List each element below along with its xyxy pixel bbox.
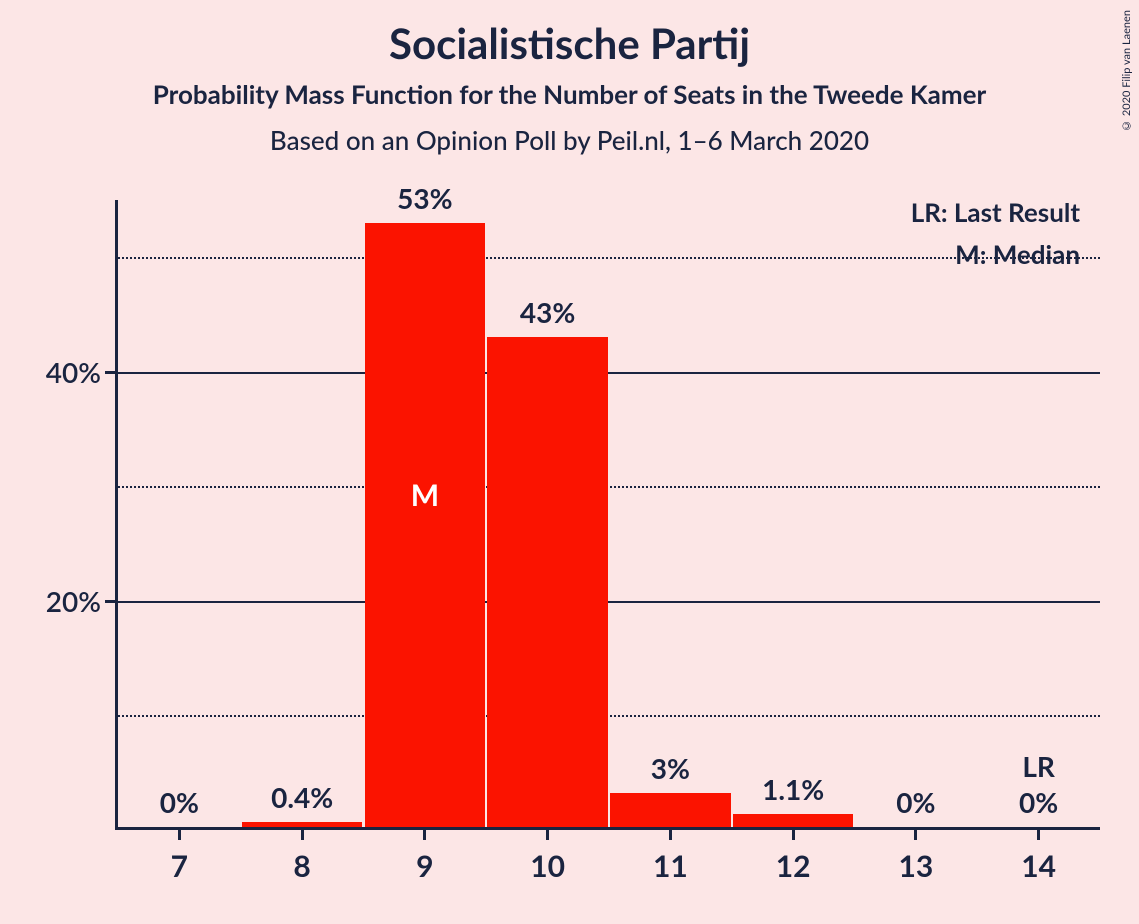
bar: 0.4%	[242, 822, 362, 827]
bar-slot: 1.1%	[732, 200, 855, 827]
y-tick-label: 20%	[46, 584, 101, 618]
bar-value-label: 53%	[397, 181, 452, 215]
bar-slot: 0%LR	[977, 200, 1100, 827]
x-axis-label: 14	[977, 848, 1100, 884]
x-axis-label: 10	[486, 848, 609, 884]
x-axis-label: 12	[732, 848, 855, 884]
chart-subtitle: Probability Mass Function for the Number…	[0, 78, 1139, 110]
x-axis-label: 11	[609, 848, 732, 884]
x-tick	[792, 830, 795, 840]
y-tick	[105, 371, 115, 374]
bar-value-label: 43%	[520, 295, 575, 329]
x-tick	[669, 830, 672, 840]
bar-slot: 0%	[118, 200, 241, 827]
x-axis-line	[115, 827, 1100, 830]
bars-group: 0%0.4%53%M43%3%1.1%0%0%LR	[118, 200, 1100, 827]
copyright-text: © 2020 Filip van Laenen	[1120, 10, 1133, 132]
bar-value-label: 0%	[160, 785, 199, 819]
bar: 1.1%	[733, 814, 853, 827]
bar-slot: 53%M	[364, 200, 487, 827]
x-axis-label: 13	[855, 848, 978, 884]
lr-marker: LR	[1022, 749, 1055, 783]
bar-value-label: 0%	[896, 785, 935, 819]
x-axis-labels: 7891011121314	[118, 848, 1100, 884]
bar-slot: 0.4%	[241, 200, 364, 827]
y-tick	[105, 600, 115, 603]
x-tick	[914, 830, 917, 840]
x-axis-label: 9	[364, 848, 487, 884]
plot-area: LR: Last Result M: Median 0%0.4%53%M43%3…	[115, 200, 1100, 830]
x-tick	[301, 830, 304, 840]
x-tick	[546, 830, 549, 840]
bar-value-label: 1.1%	[762, 772, 824, 806]
chart-title: Socialistische Partij	[0, 18, 1139, 68]
x-tick	[1037, 830, 1040, 840]
chart-container: Socialistische Partij Probability Mass F…	[0, 0, 1139, 924]
bar-value-label: 0%	[1019, 785, 1058, 819]
x-tick	[423, 830, 426, 840]
x-tick	[178, 830, 181, 840]
x-axis-label: 7	[118, 848, 241, 884]
median-marker: M	[411, 477, 439, 513]
bar-value-label: 0.4%	[271, 780, 333, 814]
bar: 53%M	[365, 223, 485, 827]
bar: 43%	[487, 337, 607, 827]
x-axis-label: 8	[241, 848, 364, 884]
bar-value-label: 3%	[651, 751, 690, 785]
bar-slot: 43%	[486, 200, 609, 827]
y-tick-label: 40%	[46, 355, 101, 389]
bar-slot: 0%	[855, 200, 978, 827]
bar-slot: 3%	[609, 200, 732, 827]
chart-subtitle-2: Based on an Opinion Poll by Peil.nl, 1–6…	[0, 124, 1139, 156]
bar: 3%	[610, 793, 730, 827]
